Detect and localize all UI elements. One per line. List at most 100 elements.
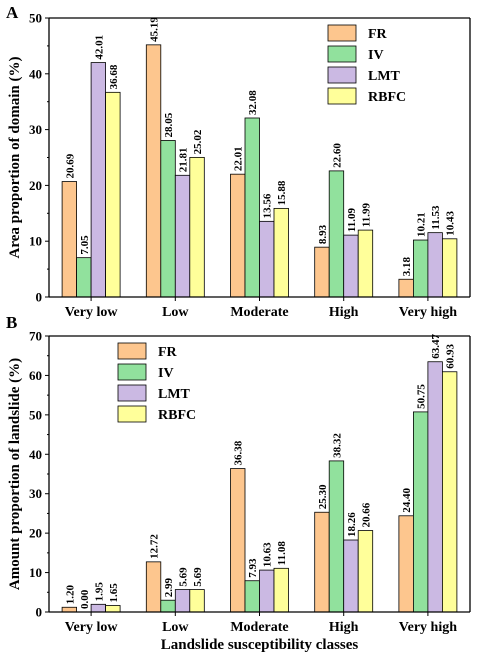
data-label-iv-0: 0.00 bbox=[79, 589, 91, 609]
y-tick-label: 50 bbox=[29, 11, 42, 26]
data-label-iv-1: 2.99 bbox=[163, 577, 175, 597]
category-label: Very high bbox=[399, 620, 457, 635]
y-tick-label: 40 bbox=[29, 447, 42, 462]
bar-fr-0 bbox=[61, 181, 77, 298]
legend-swatch-iv bbox=[327, 45, 357, 63]
category-label: High bbox=[329, 620, 359, 635]
y-tick-label: 10 bbox=[29, 565, 42, 580]
data-label-fr-3: 25.30 bbox=[317, 484, 329, 509]
y-tick-label: 40 bbox=[29, 66, 42, 81]
data-label-rbfc-3: 11.99 bbox=[360, 202, 372, 227]
bar-lmt-3 bbox=[343, 539, 359, 613]
panel-label: B bbox=[6, 313, 17, 332]
legend-label-fr: FR bbox=[368, 27, 388, 42]
bar-fr-4 bbox=[398, 278, 414, 298]
data-label-iv-1: 28.05 bbox=[163, 112, 175, 137]
category-label: Low bbox=[162, 305, 189, 320]
bar-rbfc-1 bbox=[189, 589, 205, 613]
bar-fr-0 bbox=[61, 606, 77, 613]
legend-label-lmt: LMT bbox=[158, 387, 191, 402]
data-label-rbfc-1: 5.69 bbox=[192, 567, 204, 587]
bar-fr-2 bbox=[230, 468, 246, 613]
category-label: Moderate bbox=[230, 305, 288, 320]
data-label-lmt-2: 10.63 bbox=[262, 542, 274, 567]
legend-swatch-iv bbox=[117, 363, 147, 381]
legend: FR IV LMT RBFC bbox=[117, 342, 196, 423]
y-tick-label: 20 bbox=[29, 178, 42, 193]
category-label: Very high bbox=[399, 305, 457, 320]
legend-label-rbfc: RBFC bbox=[158, 408, 196, 423]
panel-a: A 20.69 45.19 22.01 8.93 3.18 7.05 28.05 32.08 22… bbox=[6, 3, 471, 320]
panel-b: B 1.20 12.72 36.38 25.30 24.40 0.00 2.99 7.93 38.… bbox=[6, 313, 471, 653]
data-label-iv-4: 50.75 bbox=[416, 384, 428, 409]
bar-rbfc-0 bbox=[105, 91, 121, 298]
panel-label: A bbox=[6, 3, 19, 22]
data-label-rbfc-0: 36.68 bbox=[108, 64, 120, 89]
y-tick-label: 60 bbox=[29, 368, 42, 383]
bar-iv-1 bbox=[160, 140, 176, 298]
data-label-rbfc-3: 20.66 bbox=[360, 502, 372, 527]
legend: FR IV LMT RBFC bbox=[327, 24, 406, 105]
data-label-lmt-4: 63.47 bbox=[430, 333, 442, 358]
data-label-fr-0: 20.69 bbox=[64, 153, 76, 178]
bar-fr-3 bbox=[314, 511, 330, 613]
x-axis-label: Landslide susceptibility classes bbox=[161, 637, 359, 653]
data-label-iv-4: 10.21 bbox=[416, 212, 428, 237]
bar-lmt-1 bbox=[174, 174, 191, 298]
category-label: Very low bbox=[65, 620, 119, 635]
y-tick-label: 20 bbox=[29, 526, 42, 541]
data-label-lmt-0: 42.01 bbox=[93, 35, 105, 60]
data-label-iv-2: 32.08 bbox=[247, 90, 259, 115]
y-tick-label: 30 bbox=[29, 486, 42, 501]
bar-rbfc-1 bbox=[189, 156, 205, 298]
category-label: Low bbox=[162, 620, 189, 635]
data-label-iv-0: 7.05 bbox=[79, 235, 91, 255]
data-label-rbfc-4: 10.43 bbox=[445, 211, 457, 236]
legend-label-iv: IV bbox=[368, 48, 384, 63]
legend-label-fr: FR bbox=[158, 345, 178, 360]
data-label-lmt-2: 13.56 bbox=[262, 193, 274, 218]
bar-iv-1 bbox=[160, 599, 176, 613]
data-label-iv-3: 22.60 bbox=[331, 143, 343, 168]
data-label-rbfc-0: 1.65 bbox=[108, 583, 120, 603]
bar-iv-3 bbox=[328, 170, 345, 298]
bar-fr-2 bbox=[230, 173, 246, 298]
data-label-lmt-1: 5.69 bbox=[178, 567, 190, 587]
legend-label-lmt: LMT bbox=[368, 69, 401, 84]
data-label-lmt-3: 18.26 bbox=[346, 512, 358, 537]
legend-swatch-rbfc bbox=[327, 87, 357, 105]
bar-fr-3 bbox=[314, 246, 330, 298]
category-label: Moderate bbox=[230, 620, 288, 635]
bar-lmt-0 bbox=[90, 62, 106, 298]
bar-iv-4 bbox=[412, 411, 429, 613]
bar-iv-3 bbox=[328, 460, 345, 613]
bar-rbfc-4 bbox=[441, 238, 458, 298]
bar-lmt-4 bbox=[427, 232, 443, 298]
bar-lmt-3 bbox=[343, 234, 359, 298]
bar-iv-2 bbox=[244, 117, 260, 298]
data-label-rbfc-2: 15.88 bbox=[276, 180, 288, 205]
data-label-fr-1: 45.19 bbox=[149, 17, 161, 42]
bar-fr-1 bbox=[145, 44, 162, 298]
y-axis-label: Area proportion of domain (%) bbox=[7, 57, 23, 259]
data-label-lmt-0: 1.95 bbox=[93, 582, 105, 602]
bar-rbfc-2 bbox=[273, 207, 289, 298]
y-tick-label: 10 bbox=[29, 234, 42, 249]
legend-swatch-rbfc bbox=[117, 405, 147, 423]
legend-swatch-fr bbox=[117, 342, 147, 360]
bar-rbfc-3 bbox=[357, 530, 374, 613]
data-label-iv-2: 7.93 bbox=[247, 558, 259, 578]
legend-label-rbfc: RBFC bbox=[368, 90, 406, 105]
data-label-lmt-4: 11.53 bbox=[430, 205, 442, 230]
y-axis-label: Amount proportion of landslide (%) bbox=[7, 358, 23, 590]
data-label-fr-3: 8.93 bbox=[317, 224, 329, 244]
data-label-lmt-3: 11.09 bbox=[346, 207, 358, 232]
category-label: High bbox=[329, 305, 359, 320]
legend-swatch-lmt bbox=[327, 66, 357, 84]
bar-lmt-1 bbox=[174, 589, 191, 613]
data-label-lmt-1: 21.81 bbox=[178, 148, 190, 173]
legend-swatch-lmt bbox=[117, 384, 147, 402]
y-tick-label: 0 bbox=[36, 290, 43, 305]
category-label: Very low bbox=[65, 305, 119, 320]
